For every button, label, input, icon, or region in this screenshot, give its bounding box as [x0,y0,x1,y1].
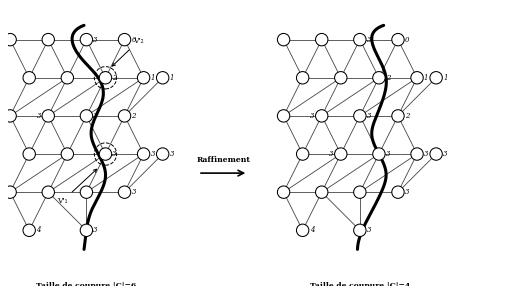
Circle shape [278,186,290,198]
Text: 3: 3 [405,188,409,196]
Text: 3: 3 [170,150,174,158]
Text: 3: 3 [93,112,98,120]
Circle shape [118,33,131,46]
Circle shape [334,72,347,84]
Circle shape [392,33,404,46]
Circle shape [373,72,385,84]
Circle shape [354,33,366,46]
Text: 3: 3 [424,150,429,158]
Circle shape [61,148,73,160]
Circle shape [157,72,169,84]
Circle shape [118,186,131,198]
Text: 2: 2 [405,112,409,120]
Text: 3: 3 [37,112,41,120]
Text: 1: 1 [170,74,174,82]
Circle shape [138,148,150,160]
Text: Taille de coupure |C|=6: Taille de coupure |C|=6 [36,283,136,286]
Text: V'₂: V'₂ [112,37,144,66]
Circle shape [138,72,150,84]
Text: 3: 3 [93,226,98,234]
Text: 3: 3 [386,150,390,158]
Circle shape [411,148,423,160]
Circle shape [315,186,328,198]
Text: 3: 3 [150,150,155,158]
Circle shape [157,148,169,160]
Circle shape [392,186,404,198]
Circle shape [23,224,35,237]
Circle shape [334,148,347,160]
Circle shape [99,148,112,160]
Circle shape [23,148,35,160]
Text: 3: 3 [367,36,371,44]
Text: 3: 3 [329,150,334,158]
Circle shape [4,186,17,198]
Text: 3: 3 [443,150,448,158]
Circle shape [80,224,93,237]
Text: 4: 4 [310,226,314,234]
Circle shape [278,33,290,46]
Circle shape [392,110,404,122]
Circle shape [4,33,17,46]
Circle shape [296,224,309,237]
Circle shape [118,110,131,122]
Circle shape [278,110,290,122]
Circle shape [42,110,54,122]
Text: 3: 3 [367,226,371,234]
Text: 2: 2 [386,74,390,82]
Text: Raffinement: Raffinement [196,156,250,164]
Circle shape [296,72,309,84]
Circle shape [80,110,93,122]
Text: 1: 1 [443,74,448,82]
Text: 3: 3 [310,112,315,120]
Circle shape [354,224,366,237]
Text: 0: 0 [405,36,409,44]
Circle shape [80,33,93,46]
Circle shape [42,33,54,46]
Text: V'₁: V'₁ [57,169,97,205]
Circle shape [99,72,112,84]
Text: 1: 1 [150,74,155,82]
Circle shape [315,110,328,122]
Circle shape [430,148,443,160]
Circle shape [61,72,73,84]
Text: 1: 1 [424,74,429,82]
Circle shape [373,148,385,160]
Text: 4: 4 [36,226,41,234]
Text: 0: 0 [131,36,136,44]
Circle shape [354,110,366,122]
Text: 3: 3 [131,188,136,196]
Text: Taille de coupure |C|=4: Taille de coupure |C|=4 [310,283,410,286]
Circle shape [315,33,328,46]
Text: 3: 3 [93,36,98,44]
Text: 2: 2 [112,74,117,82]
Circle shape [354,186,366,198]
Circle shape [411,72,423,84]
Circle shape [42,186,54,198]
Circle shape [80,186,93,198]
Circle shape [430,72,443,84]
Text: 3: 3 [112,150,117,158]
Circle shape [23,72,35,84]
Text: 2: 2 [131,112,136,120]
Text: 3: 3 [367,112,371,120]
Circle shape [296,148,309,160]
Circle shape [4,110,17,122]
